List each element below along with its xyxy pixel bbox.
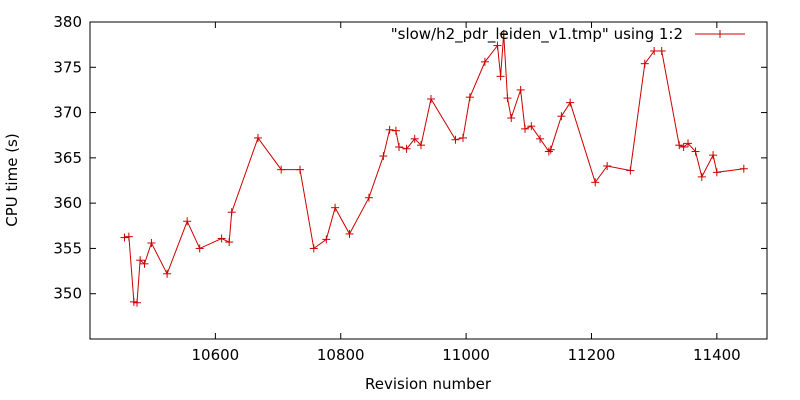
y-tick-label: 375 (53, 58, 82, 76)
data-point (402, 144, 411, 153)
data-point (516, 85, 525, 94)
legend-label: "slow/h2_pdr_leiden_v1.tmp" using 1:2 (391, 25, 683, 44)
data-point (716, 30, 724, 38)
x-tick-label: 10600 (192, 346, 240, 364)
plot-frame (89, 21, 768, 340)
data-point (675, 141, 684, 150)
y-tick-label: 365 (53, 149, 82, 167)
data-point (391, 126, 400, 135)
data-point (295, 165, 304, 174)
data-point (345, 229, 354, 238)
data-point (626, 166, 635, 175)
data-point (379, 152, 388, 161)
y-tick-label: 370 (53, 104, 82, 122)
data-point (739, 164, 748, 173)
x-tick-label: 11400 (693, 346, 741, 364)
data-point (544, 147, 553, 156)
data-point (195, 244, 204, 253)
x-tick-label: 11200 (568, 346, 616, 364)
data-point (465, 93, 474, 102)
y-axis-label: CPU time (s) (3, 133, 21, 226)
data-point (140, 259, 149, 268)
data-point (183, 217, 192, 226)
data-point (657, 46, 666, 55)
data-point (225, 238, 234, 247)
data-point (163, 269, 172, 278)
data-point (364, 193, 373, 202)
data-point (566, 98, 575, 107)
y-tick-label: 380 (53, 13, 82, 31)
data-point (331, 203, 340, 212)
data-point (227, 208, 236, 217)
data-point (691, 147, 700, 156)
data-point (521, 124, 530, 133)
data-point (536, 134, 545, 143)
data-point (395, 142, 404, 151)
data-point (527, 122, 536, 131)
data-point (136, 256, 145, 265)
y-tick-label: 360 (53, 194, 82, 212)
data-point (684, 139, 693, 148)
x-tick-label: 11000 (442, 346, 490, 364)
data-point (493, 41, 502, 50)
data-point (640, 59, 649, 68)
data-point (709, 151, 718, 160)
data-point (679, 142, 688, 151)
data-point (499, 29, 508, 38)
data-point (120, 233, 129, 242)
data-point (507, 114, 516, 123)
data-point (591, 178, 600, 187)
legend-swatch-marker (716, 30, 724, 38)
data-point (147, 238, 156, 247)
data-point (133, 298, 142, 307)
data-point (712, 168, 721, 177)
x-axis-label: Revision number (365, 375, 492, 393)
data-point (427, 94, 436, 103)
data-point (458, 133, 467, 142)
data-point (480, 57, 489, 66)
axis-ticks: 350 355 360 365 370 375 380 10600 10800 11000 1120… (53, 13, 767, 364)
data-point (546, 145, 555, 154)
x-tick-label: 10800 (317, 346, 365, 364)
data-point (650, 46, 659, 55)
data-point (503, 94, 512, 103)
legend: "slow/h2_pdr_leiden_v1.tmp" using 1:2 (391, 25, 745, 44)
data-point (410, 134, 419, 143)
series-line (124, 33, 744, 304)
data-point (322, 235, 331, 244)
data-point (603, 162, 612, 171)
data-point (451, 135, 460, 144)
data-point (496, 72, 505, 81)
data-point (253, 133, 262, 142)
data-point (697, 172, 706, 181)
data-point (557, 112, 566, 121)
series-layer (120, 29, 748, 307)
y-tick-label: 350 (53, 285, 82, 303)
data-point (124, 232, 133, 241)
data-point (309, 244, 318, 253)
data-point (416, 141, 425, 150)
data-point (277, 165, 286, 174)
data-point (385, 125, 394, 134)
data-point (217, 234, 226, 243)
y-tick-label: 355 (53, 239, 82, 257)
